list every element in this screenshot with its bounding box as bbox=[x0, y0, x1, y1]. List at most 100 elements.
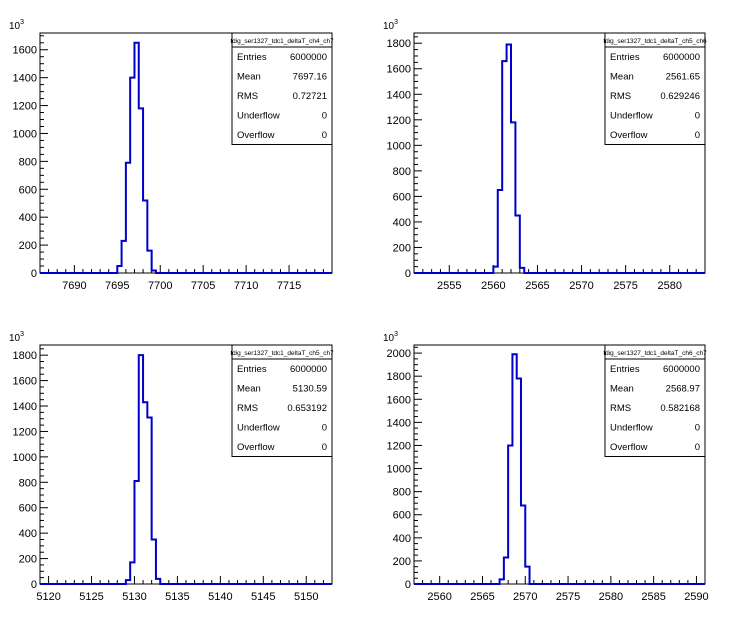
y-axis-exponent: 103 bbox=[9, 331, 24, 344]
y-exponent-power: 3 bbox=[20, 19, 24, 26]
stat-label: Overflow bbox=[237, 442, 275, 453]
y-tick-label: 800 bbox=[393, 166, 411, 178]
y-tick-label: 1600 bbox=[13, 45, 37, 57]
stat-label: Underflow bbox=[237, 111, 280, 122]
x-tick-label: 5150 bbox=[294, 591, 318, 603]
y-exponent-base: 10 bbox=[9, 333, 21, 344]
stat-label: Mean bbox=[610, 72, 634, 83]
stats-title: tdig_ser1327_tdc1_deltaT_ch5_ch6 bbox=[603, 38, 707, 45]
y-tick-label: 0 bbox=[405, 579, 411, 591]
stat-label: Entries bbox=[237, 52, 267, 63]
x-tick-label: 2570 bbox=[569, 280, 593, 292]
x-tick-label: 2580 bbox=[599, 591, 623, 603]
histogram-series bbox=[40, 354, 332, 585]
x-tick-label: 7705 bbox=[191, 280, 215, 292]
stats-box-frame bbox=[604, 344, 706, 457]
y-tick-label: 1200 bbox=[13, 426, 37, 438]
y-tick-label: 200 bbox=[19, 554, 37, 566]
y-tick-label: 1000 bbox=[387, 464, 411, 476]
stat-label: Entries bbox=[237, 364, 267, 375]
x-axis: 2560 2565 2570 2575 2580 2585 2590 bbox=[413, 576, 709, 603]
stats-box: tdig_ser1327_tdc1_deltaT_ch4_ch7 Entries 6… bbox=[230, 32, 334, 145]
y-tick-label: 1800 bbox=[13, 350, 37, 362]
stats-box-frame bbox=[231, 32, 333, 145]
y-tick-label: 1600 bbox=[387, 394, 411, 406]
stats-box: tdig_ser1327_tdc1_deltaT_ch6_ch7 Entries 6… bbox=[603, 344, 707, 457]
y-tick-label: 1200 bbox=[13, 101, 37, 113]
stat-label: Mean bbox=[237, 72, 261, 83]
stat-value: 0 bbox=[695, 111, 700, 122]
y-axis: 0 200 400 600 800 1000 1200 1400 1600 103 bbox=[9, 19, 48, 280]
y-tick-label: 1200 bbox=[387, 115, 411, 127]
stat-label: RMS bbox=[610, 91, 631, 102]
y-exponent-power: 3 bbox=[20, 331, 24, 338]
y-tick-label: 400 bbox=[19, 212, 37, 224]
y-tick-label: 1600 bbox=[387, 64, 411, 76]
y-tick-label: 400 bbox=[393, 533, 411, 545]
stat-label: Entries bbox=[610, 52, 640, 63]
y-tick-label: 1400 bbox=[13, 401, 37, 413]
stat-value: 6000000 bbox=[290, 364, 327, 375]
y-tick-label: 1800 bbox=[387, 38, 411, 50]
y-tick-label: 1400 bbox=[387, 89, 411, 101]
x-tick-label: 2560 bbox=[481, 280, 505, 292]
x-tick-label: 2560 bbox=[427, 591, 451, 603]
y-tick-label: 200 bbox=[393, 242, 411, 254]
stats-box: tdig_ser1327_tdc1_deltaT_ch5_ch6 Entries 6… bbox=[603, 32, 707, 145]
y-tick-label: 600 bbox=[19, 184, 37, 196]
x-tick-label: 5125 bbox=[79, 591, 103, 603]
histogram-pad-3: 5120 5125 5130 5135 5140 5145 5150 0 200 400 600 80… bbox=[9, 331, 334, 603]
histogram-pad-2: 2555 2560 2565 2570 2575 25800200400600800100… bbox=[383, 19, 707, 292]
stat-label: Underflow bbox=[237, 423, 280, 434]
x-tick-label: 2570 bbox=[513, 591, 537, 603]
histogram-series bbox=[40, 41, 332, 274]
stats-box-frame bbox=[231, 344, 333, 457]
y-tick-label: 2000 bbox=[387, 348, 411, 360]
stat-value: 0 bbox=[695, 442, 700, 453]
stat-value: 0 bbox=[322, 111, 327, 122]
y-tick-label: 200 bbox=[19, 240, 37, 252]
stat-value: 0.582168 bbox=[660, 403, 700, 414]
x-tick-label: 7695 bbox=[105, 280, 129, 292]
y-axis-exponent: 103 bbox=[9, 19, 24, 32]
y-exponent-power: 3 bbox=[394, 19, 398, 26]
x-tick-label: 7690 bbox=[62, 280, 86, 292]
stat-value: 2568.97 bbox=[666, 384, 700, 395]
y-tick-label: 1800 bbox=[387, 371, 411, 383]
y-exponent-base: 10 bbox=[383, 21, 395, 32]
stat-label: RMS bbox=[237, 403, 258, 414]
x-tick-label: 7710 bbox=[234, 280, 258, 292]
x-tick-label: 2580 bbox=[657, 280, 681, 292]
y-tick-label: 0 bbox=[31, 579, 37, 591]
x-axis: 2555 2560 2565 2570 2575 2580 bbox=[413, 265, 706, 292]
y-exponent-base: 10 bbox=[9, 21, 21, 32]
stat-value: 0 bbox=[322, 442, 327, 453]
y-tick-label: 1000 bbox=[387, 140, 411, 152]
stat-label: Mean bbox=[237, 384, 261, 395]
stat-value: 0.72721 bbox=[293, 91, 327, 102]
y-tick-label: 1600 bbox=[13, 376, 37, 388]
y-axis: 0 200 400 600 800 1000 1200 1400 1600 1800 2000 103 bbox=[383, 331, 422, 591]
stat-value: 0.653192 bbox=[287, 403, 327, 414]
y-tick-label: 400 bbox=[19, 528, 37, 540]
y-exponent-base: 10 bbox=[383, 333, 395, 344]
y-tick-label: 1000 bbox=[13, 128, 37, 140]
y-tick-label: 0 bbox=[405, 268, 411, 280]
y-tick-label: 1400 bbox=[13, 73, 37, 85]
stat-label: Mean bbox=[610, 384, 634, 395]
stats-box-frame bbox=[604, 32, 706, 145]
y-axis-exponent: 103 bbox=[383, 331, 398, 344]
y-tick-label: 800 bbox=[19, 156, 37, 168]
x-tick-label: 5120 bbox=[36, 591, 60, 603]
stat-label: Overflow bbox=[610, 442, 648, 453]
stat-label: Overflow bbox=[610, 130, 648, 141]
histogram-line bbox=[414, 353, 705, 585]
stat-value: 6000000 bbox=[663, 364, 700, 375]
x-tick-label: 5135 bbox=[165, 591, 189, 603]
x-tick-label: 2575 bbox=[613, 280, 637, 292]
y-exponent-power: 3 bbox=[394, 331, 398, 338]
stat-value: 6000000 bbox=[290, 52, 327, 63]
histogram-series bbox=[414, 353, 705, 585]
y-axis-exponent: 103 bbox=[383, 19, 398, 32]
